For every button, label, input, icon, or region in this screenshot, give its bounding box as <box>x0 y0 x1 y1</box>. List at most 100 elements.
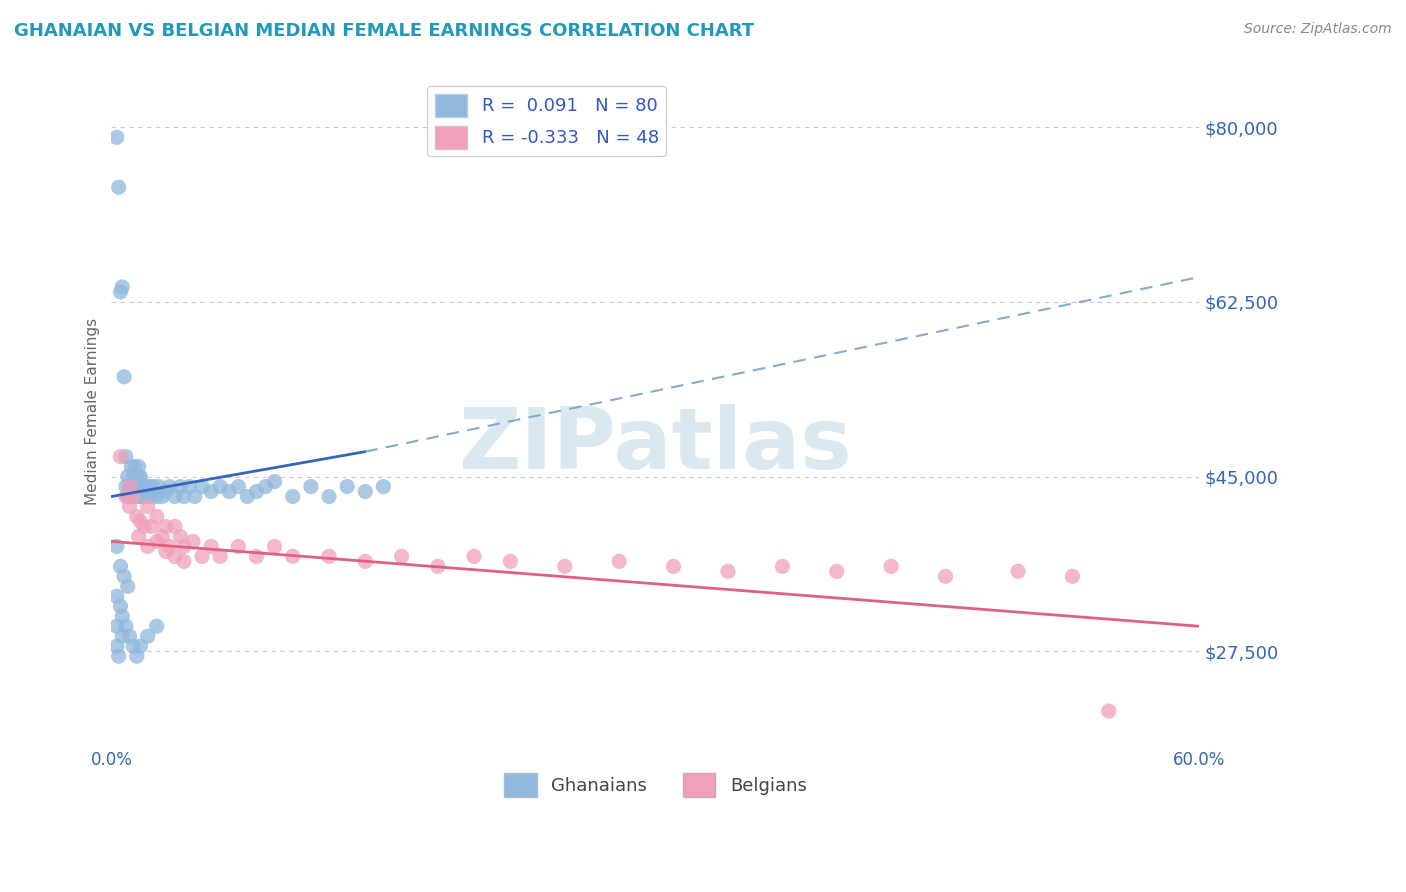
Point <box>141 490 163 504</box>
Point <box>128 469 150 483</box>
Point <box>662 559 685 574</box>
Point <box>122 490 145 504</box>
Point <box>155 484 177 499</box>
Point <box>125 509 148 524</box>
Point <box>142 479 165 493</box>
Point <box>124 459 146 474</box>
Point <box>120 459 142 474</box>
Point <box>129 515 152 529</box>
Point <box>191 479 214 493</box>
Point <box>880 559 903 574</box>
Point <box>717 565 740 579</box>
Point <box>128 529 150 543</box>
Point <box>173 490 195 504</box>
Point <box>254 479 277 493</box>
Point <box>105 590 128 604</box>
Point <box>117 469 139 483</box>
Point <box>120 479 142 493</box>
Point <box>129 490 152 504</box>
Point <box>128 459 150 474</box>
Point <box>426 559 449 574</box>
Point <box>148 479 170 493</box>
Point <box>391 549 413 564</box>
Point <box>136 540 159 554</box>
Point <box>125 649 148 664</box>
Point <box>124 479 146 493</box>
Point <box>115 619 138 633</box>
Point <box>281 549 304 564</box>
Point <box>129 639 152 653</box>
Point <box>111 280 134 294</box>
Point <box>607 554 630 568</box>
Point <box>118 479 141 493</box>
Point <box>1007 565 1029 579</box>
Point <box>336 479 359 493</box>
Point <box>218 484 240 499</box>
Point <box>128 479 150 493</box>
Point <box>145 490 167 504</box>
Point <box>117 490 139 504</box>
Point <box>354 554 377 568</box>
Point <box>136 490 159 504</box>
Point <box>155 519 177 533</box>
Point <box>117 579 139 593</box>
Point <box>1062 569 1084 583</box>
Point <box>354 484 377 499</box>
Point <box>125 469 148 483</box>
Point <box>122 639 145 653</box>
Point <box>173 554 195 568</box>
Point <box>111 629 134 643</box>
Point <box>118 500 141 514</box>
Point <box>115 490 138 504</box>
Point <box>1098 704 1121 718</box>
Point <box>159 479 181 493</box>
Point <box>179 479 201 493</box>
Point <box>124 469 146 483</box>
Point <box>554 559 576 574</box>
Point <box>163 549 186 564</box>
Point <box>155 544 177 558</box>
Point <box>111 609 134 624</box>
Point <box>281 490 304 504</box>
Point <box>228 479 250 493</box>
Point <box>125 490 148 504</box>
Point <box>110 559 132 574</box>
Point <box>131 479 153 493</box>
Point <box>136 500 159 514</box>
Point <box>112 369 135 384</box>
Point <box>209 479 232 493</box>
Point <box>110 599 132 614</box>
Point <box>181 534 204 549</box>
Point <box>105 619 128 633</box>
Point <box>105 130 128 145</box>
Point <box>138 479 160 493</box>
Point <box>145 534 167 549</box>
Point <box>263 475 285 489</box>
Point <box>129 469 152 483</box>
Y-axis label: Median Female Earnings: Median Female Earnings <box>86 318 100 505</box>
Point <box>122 490 145 504</box>
Point <box>115 479 138 493</box>
Point <box>107 649 129 664</box>
Point <box>110 285 132 299</box>
Point <box>463 549 485 564</box>
Point <box>245 484 267 499</box>
Point <box>145 619 167 633</box>
Point <box>825 565 848 579</box>
Point <box>163 490 186 504</box>
Point <box>169 479 191 493</box>
Text: ZIPatlas: ZIPatlas <box>458 404 852 487</box>
Point <box>129 479 152 493</box>
Point <box>105 639 128 653</box>
Point <box>132 479 155 493</box>
Point <box>112 569 135 583</box>
Point <box>136 629 159 643</box>
Point <box>150 490 173 504</box>
Point <box>770 559 793 574</box>
Legend: Ghanaians, Belgians: Ghanaians, Belgians <box>496 766 814 804</box>
Point <box>145 509 167 524</box>
Point <box>200 484 222 499</box>
Point <box>191 549 214 564</box>
Point <box>236 490 259 504</box>
Point <box>150 529 173 543</box>
